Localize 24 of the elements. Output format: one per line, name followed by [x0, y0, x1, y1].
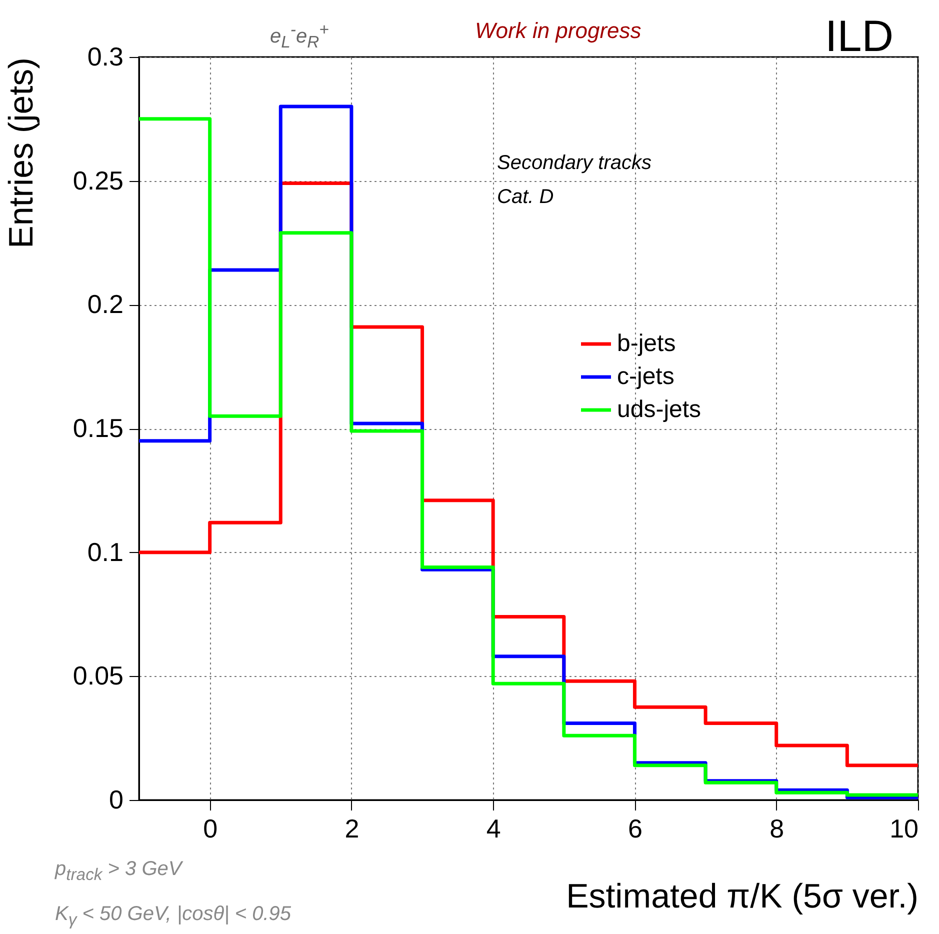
x-tick-label: 10	[890, 814, 918, 844]
x-axis-title: Estimated π/K (5σ ver.)	[566, 878, 918, 916]
y-tick-label: 0.05	[72, 660, 124, 691]
x-tick-label: 4	[486, 814, 501, 844]
x-tick-label: 2	[344, 814, 360, 844]
text: Work in progress	[475, 18, 642, 44]
annotation: ILD	[825, 12, 894, 62]
y-tick-label: 0.3	[87, 42, 124, 72]
x-tick-label: 0	[203, 814, 218, 844]
y-tick-label: 0.25	[72, 165, 124, 196]
y-tick-label: 0.1	[87, 536, 124, 567]
legend-label: uds-jets	[617, 396, 702, 423]
y-tick-label: 0	[109, 784, 124, 814]
annotation: Secondary tracks	[497, 152, 652, 175]
annotation: Cat. D	[497, 186, 554, 209]
text: K$_{γ}$ < 50 GeV, |cosθ| < 0.95	[55, 903, 291, 930]
y-axis-title: Entries (jets)	[2, 58, 40, 248]
y-tick-label: 0.2	[87, 289, 124, 320]
x-tick-label: 6	[628, 814, 642, 844]
text: p$_{track}$ > 3 GeV	[55, 858, 182, 885]
x-tick-label: 8	[770, 814, 784, 844]
legend-label: c-jets	[617, 363, 674, 390]
y-tick-label: 0.15	[72, 413, 124, 443]
legend-label: b-jets	[617, 330, 676, 357]
